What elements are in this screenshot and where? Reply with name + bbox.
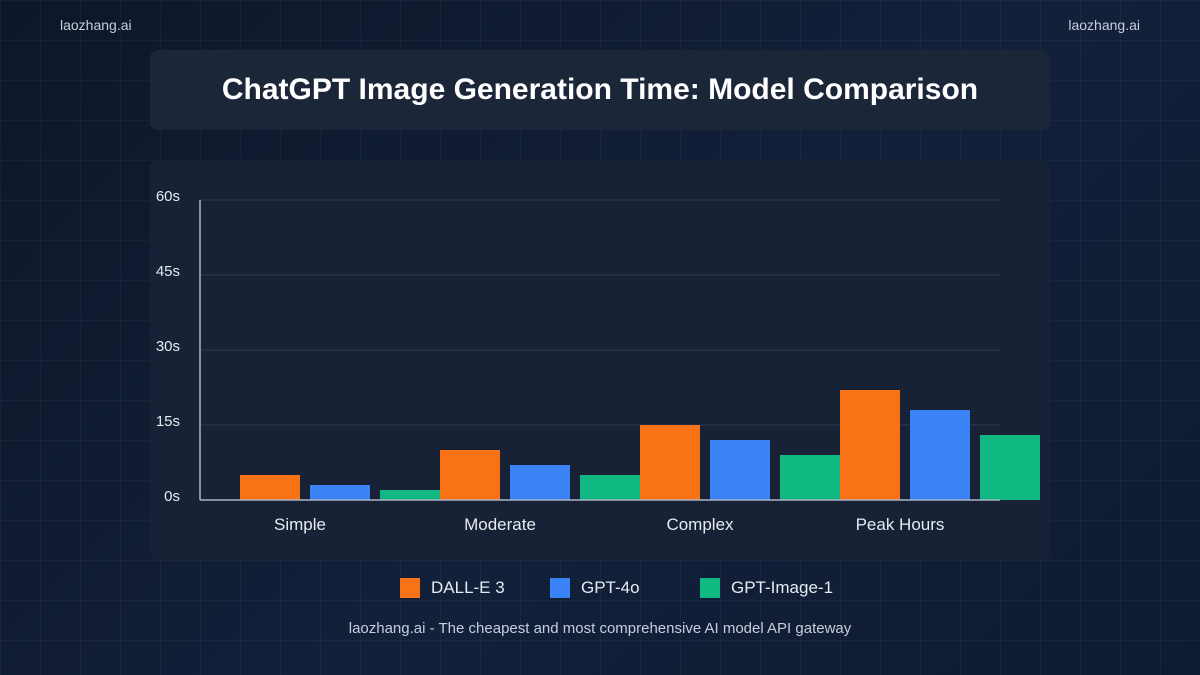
footer-tagline: laozhang.ai - The cheapest and most comp…	[348, 620, 852, 637]
y-tick-label: 15s	[156, 413, 180, 430]
y-tick-label: 60s	[156, 188, 180, 205]
x-tick-label: Moderate	[464, 515, 536, 534]
legend-label-gpt-image-1: GPT-Image-1	[731, 578, 834, 597]
x-tick-label: Complex	[666, 515, 734, 534]
legend-label-dalle3: DALL-E 3	[431, 578, 505, 597]
y-tick-label: 45s	[156, 263, 180, 280]
bar-dall-e-3-complex	[640, 425, 700, 500]
bar-gpt-image-1-complex	[780, 455, 840, 500]
bar-gpt-image-1-simple	[380, 490, 440, 500]
bar-gpt-4o-simple	[310, 485, 370, 500]
bar-dall-e-3-simple	[240, 475, 300, 500]
title-banner: ChatGPT Image Generation Time: Model Com…	[150, 50, 1050, 130]
bar-gpt-image-1-peak-hours	[980, 435, 1040, 500]
bar-gpt-4o-complex	[710, 440, 770, 500]
bar-chart: 0s 15s 30s 45s 60s Simple Moderate Complex Peak …	[156, 188, 1040, 534]
legend-swatch-gpt-image-1	[700, 578, 720, 598]
y-tick-label: 30s	[156, 338, 180, 355]
axes	[199, 200, 1000, 501]
bar-dall-e-3-moderate	[440, 450, 500, 500]
x-tick-label: Simple	[274, 515, 326, 534]
y-tick-label: 0s	[164, 488, 180, 505]
legend-swatch-gpt4o	[550, 578, 570, 598]
bar-gpt-4o-peak-hours	[910, 410, 970, 500]
brand-watermark-left: laozhang.ai	[60, 17, 132, 33]
legend-item-dalle3: DALL-E 3	[400, 578, 505, 598]
legend: DALL-E 3 GPT-4o GPT-Image-1	[0, 578, 1200, 602]
legend-item-gpt-image-1: GPT-Image-1	[700, 578, 833, 598]
chart-title: ChatGPT Image Generation Time: Model Com…	[221, 73, 979, 106]
legend-label-gpt4o: GPT-4o	[581, 578, 640, 597]
x-tick-label: Peak Hours	[856, 515, 945, 534]
legend-item-gpt4o: GPT-4o	[550, 578, 640, 598]
bar-dall-e-3-peak-hours	[840, 390, 900, 500]
brand-watermark-right: laozhang.ai	[1068, 17, 1140, 33]
bars	[240, 390, 1040, 500]
bar-gpt-4o-moderate	[510, 465, 570, 500]
tick-labels: 0s 15s 30s 45s 60s Simple Moderate Complex Peak …	[156, 188, 945, 534]
bar-gpt-image-1-moderate	[580, 475, 640, 500]
legend-swatch-dalle3	[400, 578, 420, 598]
